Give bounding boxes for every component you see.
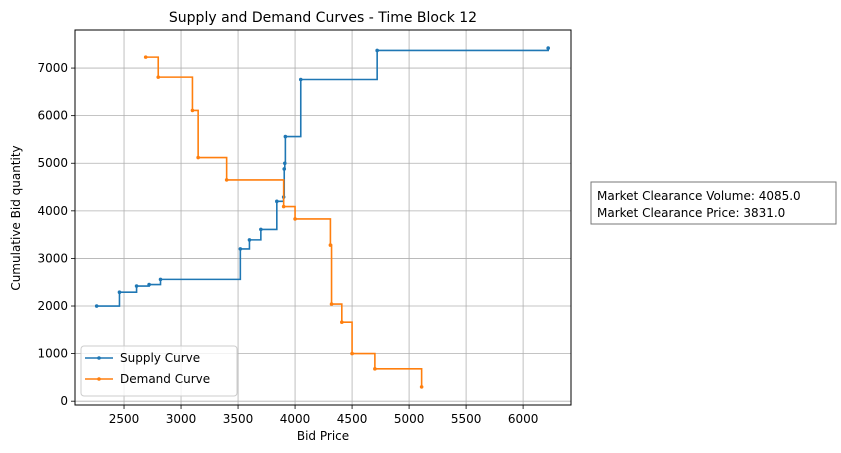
supply-curve-point xyxy=(282,167,287,171)
y-axis-label: Cumulative Bid quantity xyxy=(9,145,23,290)
supply-curve-point xyxy=(275,199,279,204)
x-tick-label: 4500 xyxy=(337,412,368,426)
supply-curve-point xyxy=(298,77,303,82)
legend-box xyxy=(80,345,238,397)
market-clearance-volume: Market Clearance Volume: 4085.0 xyxy=(597,189,801,203)
y-tick-label: 0 xyxy=(60,394,68,408)
series-layer xyxy=(94,46,550,389)
x-tick-label: 6000 xyxy=(508,412,539,426)
plot-frame xyxy=(74,29,572,406)
y-axis-ticks: 0 1000 2000 3000 4000 5000 6000 7000 xyxy=(37,61,75,408)
y-tick-label: 5000 xyxy=(37,156,68,170)
demand-curve-point xyxy=(293,217,297,221)
supply-curve-point xyxy=(147,282,151,287)
market-clearance-annotation: Market Clearance Volume: 4085.0 Market C… xyxy=(590,181,837,225)
x-axis-label: Bid Price xyxy=(297,429,349,443)
supply-curve-point xyxy=(375,48,379,53)
y-tick-label: 2000 xyxy=(37,299,68,313)
x-tick-label: 3500 xyxy=(223,412,254,426)
market-clearance-price: Market Clearance Price: 3831.0 xyxy=(597,206,785,220)
demand-curve-point xyxy=(373,367,377,371)
x-tick-label: 5000 xyxy=(394,412,425,426)
chart-title: Supply and Demand Curves - Time Block 12 xyxy=(169,10,477,26)
y-tick-label: 7000 xyxy=(37,61,68,75)
x-tick-label: 5500 xyxy=(451,412,482,426)
legend-supply-curve-label: Supply Curve xyxy=(120,351,200,365)
x-tick-label: 2500 xyxy=(109,412,140,426)
supply-curve-point xyxy=(283,161,287,166)
supply-curve-point xyxy=(238,247,243,251)
demand-curve-point xyxy=(350,351,354,356)
demand-curve-point xyxy=(190,108,195,113)
supply-curve-point xyxy=(546,46,550,50)
legend: Supply Curve Demand Curve xyxy=(80,345,238,397)
legend-supply-curve-marker xyxy=(97,356,101,360)
supply-curve-point xyxy=(117,290,122,295)
y-tick-label: 3000 xyxy=(37,251,68,265)
x-tick-label: 3000 xyxy=(166,412,197,426)
supply-curve-point xyxy=(94,304,99,308)
supply-curve-line xyxy=(96,48,549,307)
demand-curve-point xyxy=(143,55,148,59)
supply-curve-point xyxy=(158,277,163,282)
x-tick-label: 4000 xyxy=(280,412,311,426)
demand-curve-point xyxy=(196,155,200,160)
demand-curve-point xyxy=(156,75,161,79)
supply-curve-point xyxy=(247,238,252,242)
demand-curve-point xyxy=(340,320,344,324)
legend-demand-curve-marker xyxy=(97,377,101,381)
demand-curve-point xyxy=(224,178,229,182)
demand-curve-line xyxy=(145,56,423,387)
supply-curve-point xyxy=(134,284,139,288)
demand-curve-point xyxy=(419,385,424,389)
grid-lines xyxy=(75,30,571,405)
x-axis-ticks: 2500 3000 3500 4000 4500 5000 5500 6000 xyxy=(109,405,539,426)
supply-curve-point xyxy=(259,227,263,232)
y-tick-label: 1000 xyxy=(37,347,68,361)
supply-curve-point xyxy=(283,134,288,139)
demand-curve-point xyxy=(329,302,334,306)
annotation-box xyxy=(590,181,837,225)
legend-demand-curve-label: Demand Curve xyxy=(120,372,210,386)
y-tick-label: 6000 xyxy=(37,109,68,123)
demand-curve-point xyxy=(328,243,333,247)
y-tick-label: 4000 xyxy=(37,204,68,218)
demand-curve-point xyxy=(281,204,286,209)
